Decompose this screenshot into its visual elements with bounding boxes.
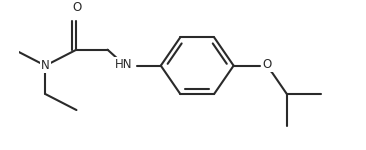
Text: O: O xyxy=(263,58,272,71)
Text: N: N xyxy=(41,59,50,72)
Text: HN: HN xyxy=(115,58,132,71)
Text: O: O xyxy=(73,1,82,14)
